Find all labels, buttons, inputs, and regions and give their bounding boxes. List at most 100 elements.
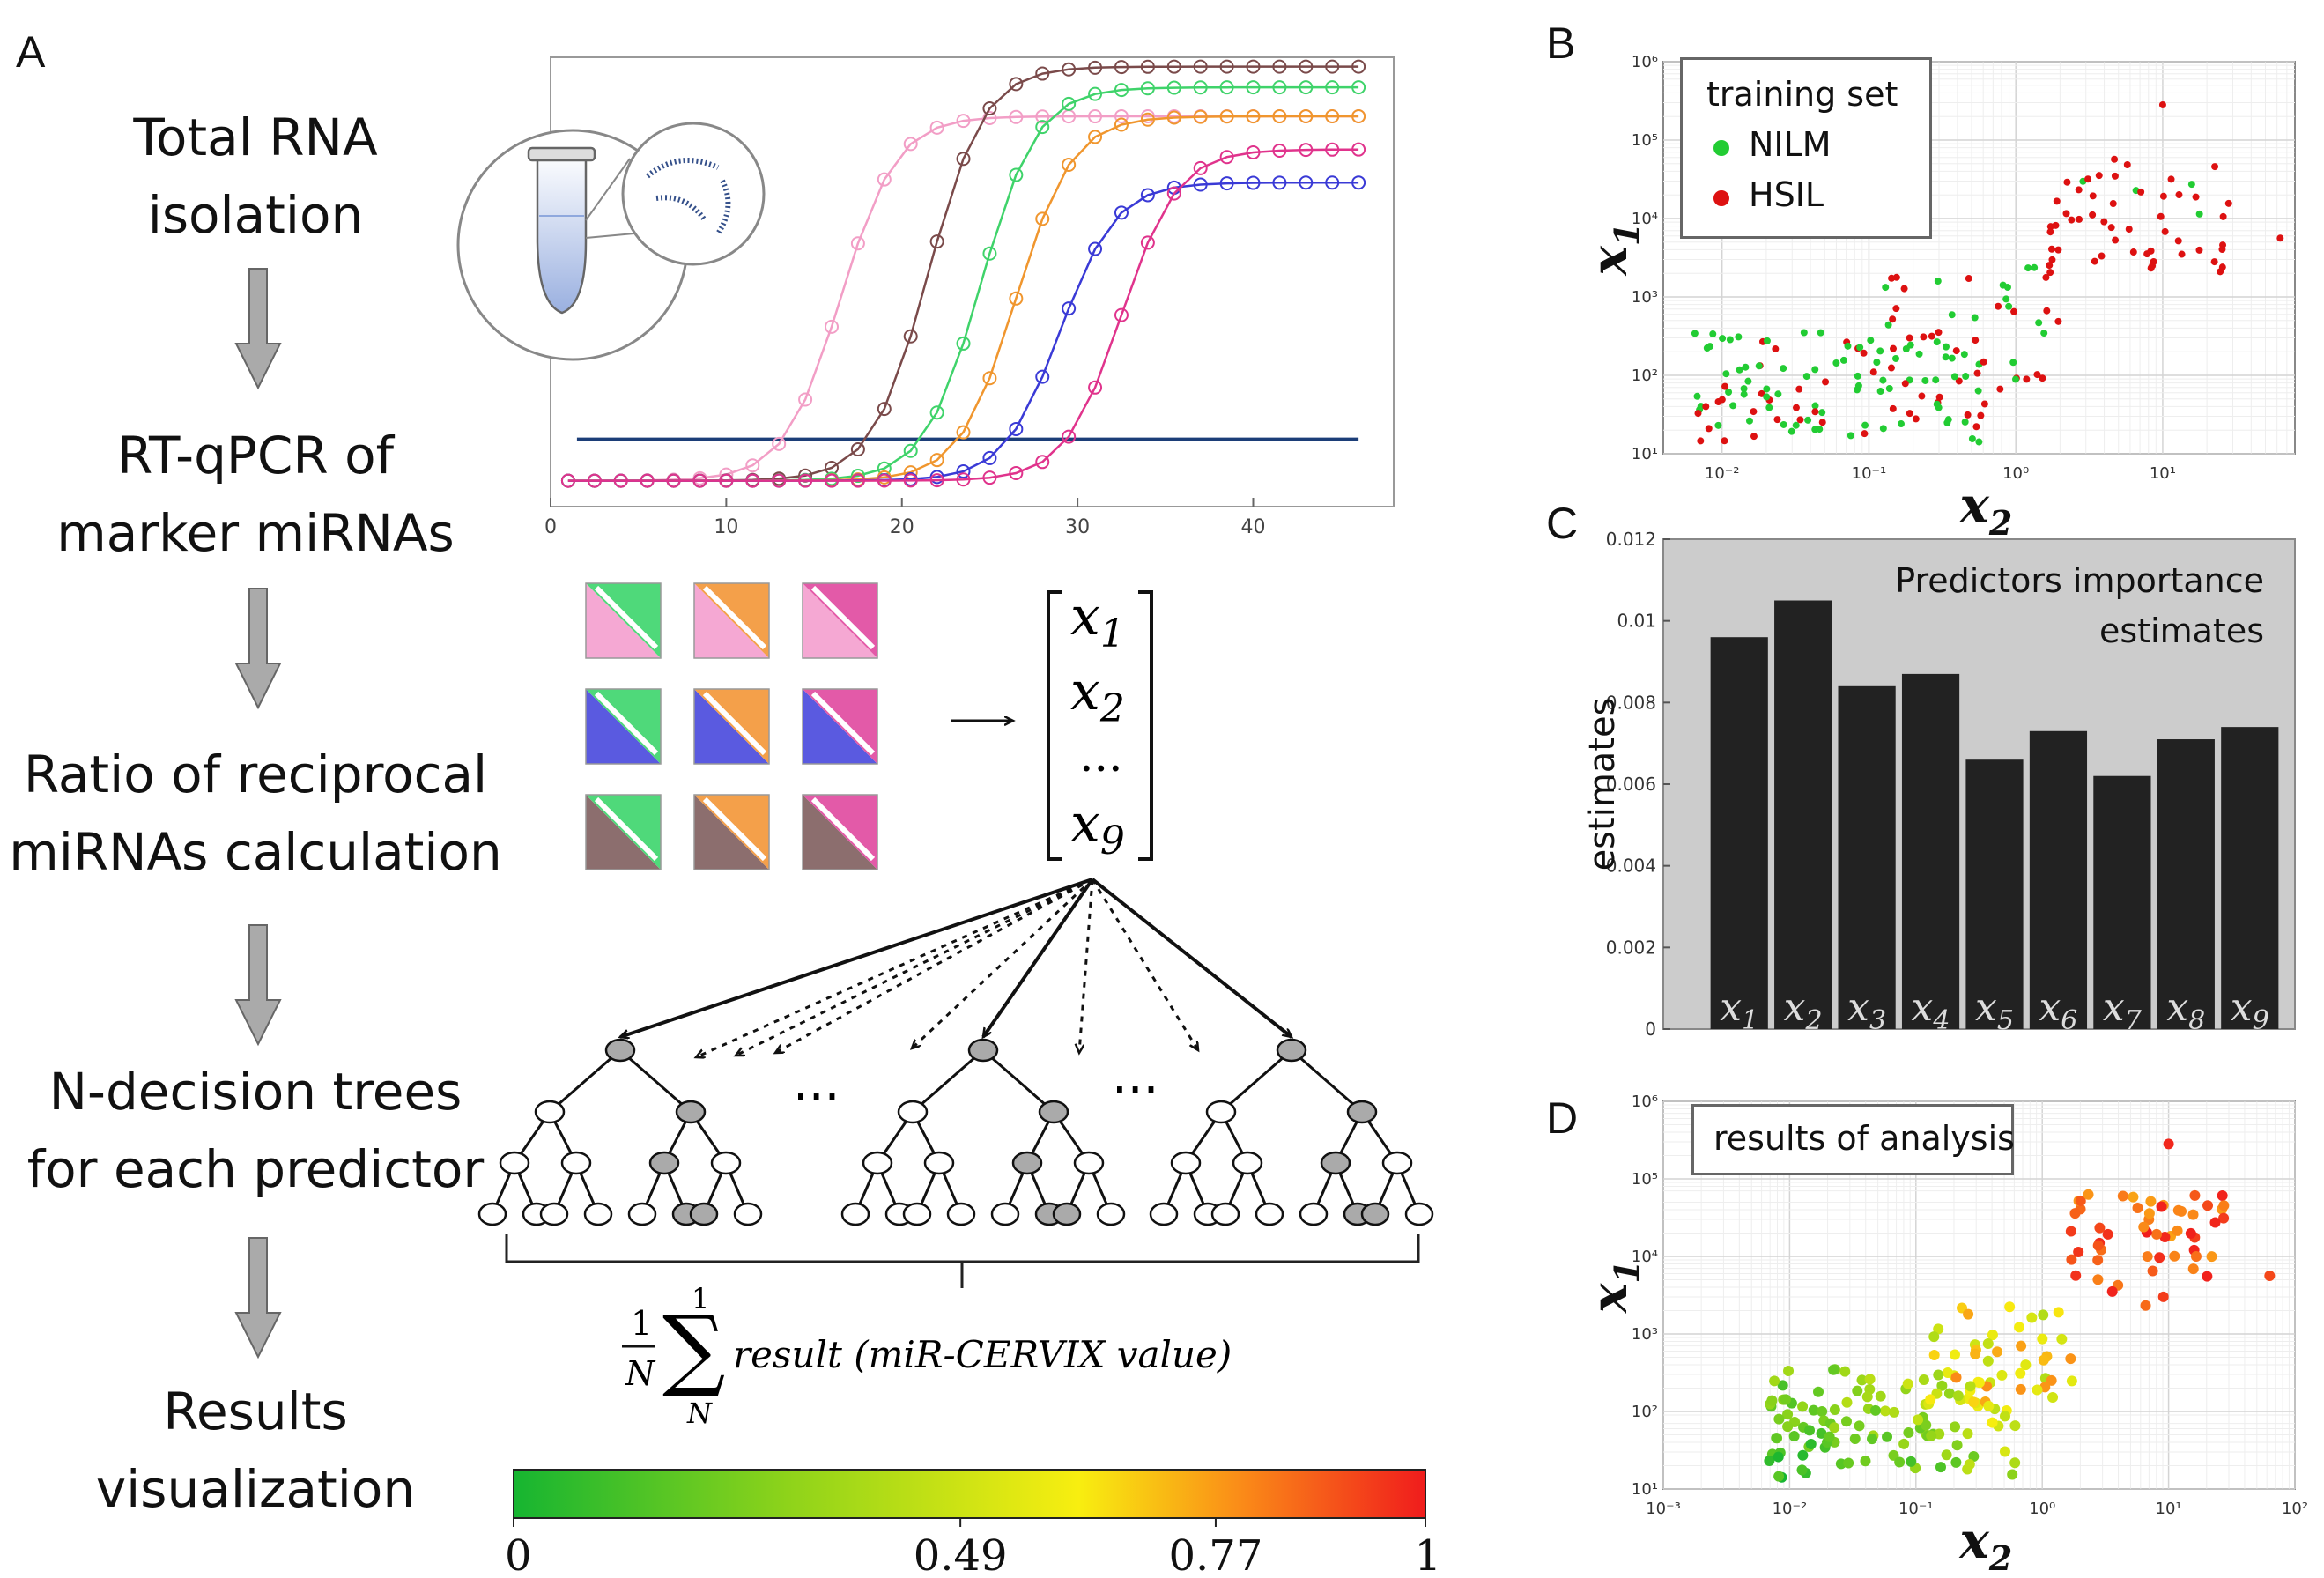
scatterB-point-32 [1977, 411, 1985, 419]
scatterB-point-150 [1888, 274, 1896, 282]
scatterD-point-132 [2016, 1340, 2027, 1352]
scatterB-point-108 [1906, 410, 1913, 418]
scatterB-point-130 [1996, 385, 2004, 393]
scatterB-point-206 [2068, 216, 2076, 224]
scatterD-point-100 [1906, 1456, 1917, 1467]
scatterB-point-2 [1709, 330, 1717, 338]
scatterB-point-216 [2158, 100, 2166, 108]
scatterB-point-186 [2098, 252, 2106, 260]
scatterD-point-68 [1968, 1450, 1980, 1462]
scatterB-point-90 [1804, 416, 1812, 424]
vector-x9: x9 [1070, 793, 1125, 863]
scatterD-point-111 [2009, 1420, 2021, 1432]
scatterB-point-110 [1719, 335, 1727, 343]
scatterD-point-198 [2092, 1255, 2104, 1266]
scatterB-point-11 [1780, 420, 1787, 428]
scatterB-point-116 [1965, 275, 1972, 283]
scatterD-point-203 [2083, 1189, 2094, 1200]
scatterD-point-109 [1935, 1462, 1946, 1473]
bar-label-x4: x4 [1912, 985, 1950, 1036]
scatterD-point-176 [2151, 1228, 2163, 1240]
scatterD-point-208 [2065, 1226, 2076, 1237]
scatterD-point-87 [1824, 1431, 1835, 1442]
bar-label-x1: x1 [1720, 985, 1758, 1036]
scatterD-point-70 [1889, 1406, 1900, 1418]
scatterD-point-164 [2140, 1300, 2151, 1311]
scatterB-point-196 [2175, 191, 2183, 199]
step-total-rna: Total RNA isolation [133, 107, 378, 245]
scatterB-point-127 [1960, 351, 1968, 359]
scatterB-xtick-0: 10⁻² [1705, 464, 1740, 483]
ratio-cell-1-0 [585, 688, 662, 765]
qpcr-xtick-2: 20 [890, 516, 914, 538]
scatterB-point-125 [2005, 302, 2013, 310]
scatterD-point-212 [2157, 1291, 2169, 1302]
scatterD-point-197 [2190, 1251, 2202, 1263]
scatterB-point-112 [1780, 365, 1787, 373]
scatterB-point-140 [1889, 315, 1897, 323]
scatterD-point-174 [2092, 1274, 2104, 1285]
scatterB-point-211 [2211, 163, 2219, 171]
scatterD-point-143 [2020, 1359, 2032, 1371]
scatterD-point-156 [2037, 1333, 2048, 1345]
scatterD-point-207 [2143, 1208, 2155, 1219]
scatterD-point-44 [1860, 1456, 1871, 1467]
scatterD-point-122 [2038, 1309, 2049, 1321]
scatterB-ytick-2: 10³ [1632, 288, 1658, 307]
scatterB-point-208 [2123, 160, 2131, 168]
scatterD-point-206 [2138, 1221, 2150, 1233]
scatterB-xlabel: x2 [1959, 477, 2013, 543]
scatterD-point-63 [1797, 1449, 1809, 1461]
scatterB-point-100 [1763, 393, 1771, 401]
scatterB-point-214 [2046, 262, 2054, 270]
scatterB-point-115 [2042, 273, 2050, 281]
scatterD-point-41 [1782, 1409, 1794, 1420]
scatterB-point-105 [1887, 364, 1895, 372]
scatterD-point-65 [1921, 1419, 1932, 1431]
scatterD-point-33 [1817, 1406, 1828, 1418]
scatterD-point-7 [1943, 1388, 1955, 1399]
ratio-cell-0-0 [585, 582, 662, 659]
step-arrow-3 [234, 924, 282, 1047]
scatterD-point-189 [2142, 1251, 2153, 1263]
scatterB-point-199 [2089, 192, 2097, 200]
scatterD-point-79 [1926, 1430, 1937, 1441]
scatterB-point-142 [1901, 380, 1909, 388]
scatterD-point-202 [2094, 1222, 2106, 1234]
scatterD-point-209 [2069, 1208, 2081, 1219]
scatterB-ytick-0: 10¹ [1632, 445, 1658, 463]
scatterD-point-86 [1829, 1422, 1840, 1434]
scatterB-point-172 [2111, 172, 2119, 180]
scatterB-point-195 [2218, 246, 2226, 254]
bar-ytick-6: 0.012 [1606, 529, 1656, 550]
colorbar [513, 1469, 1426, 1519]
scatterB-point-113 [1935, 329, 1943, 337]
bar-label-x3: x3 [1847, 985, 1886, 1036]
scatterB-point-65 [1811, 366, 1819, 374]
scatterD-point-55 [1783, 1365, 1795, 1376]
bar-label-x5: x5 [1975, 985, 2014, 1036]
bar-label-x2: x2 [1784, 985, 1823, 1036]
scatterD-point-135 [2053, 1307, 2064, 1318]
scatterB-point-24 [1818, 409, 1826, 417]
ratio-cell-0-1 [693, 582, 770, 659]
scatterB-point-120 [1972, 337, 1980, 344]
scatterD-ytick-3: 10⁴ [1632, 1248, 1658, 1266]
scatterD-xtick-3: 10⁰ [2029, 1500, 2055, 1518]
scatterB-point-95 [1755, 362, 1763, 370]
scatterB-point-111 [1980, 400, 1988, 408]
bar-x9 [2221, 727, 2279, 1029]
scatterB-point-144 [2010, 307, 2018, 315]
scatterB-point-119 [2046, 269, 2054, 277]
scatterB-point-167 [2174, 237, 2182, 245]
scatterD-point-57 [2009, 1457, 2021, 1469]
ratio-cell-2-2 [802, 794, 878, 870]
ratio-cell-2-0 [585, 794, 662, 870]
scatterB-point-180 [2192, 193, 2200, 201]
bar-x2 [1774, 600, 1832, 1029]
bar-x6 [2029, 730, 2088, 1029]
scatterB-point-35 [1714, 397, 1722, 405]
scatterD-point-124 [2004, 1301, 2016, 1313]
forest-ellipsis-left: ... [793, 1055, 840, 1112]
scatterB-point-67 [1787, 427, 1795, 435]
